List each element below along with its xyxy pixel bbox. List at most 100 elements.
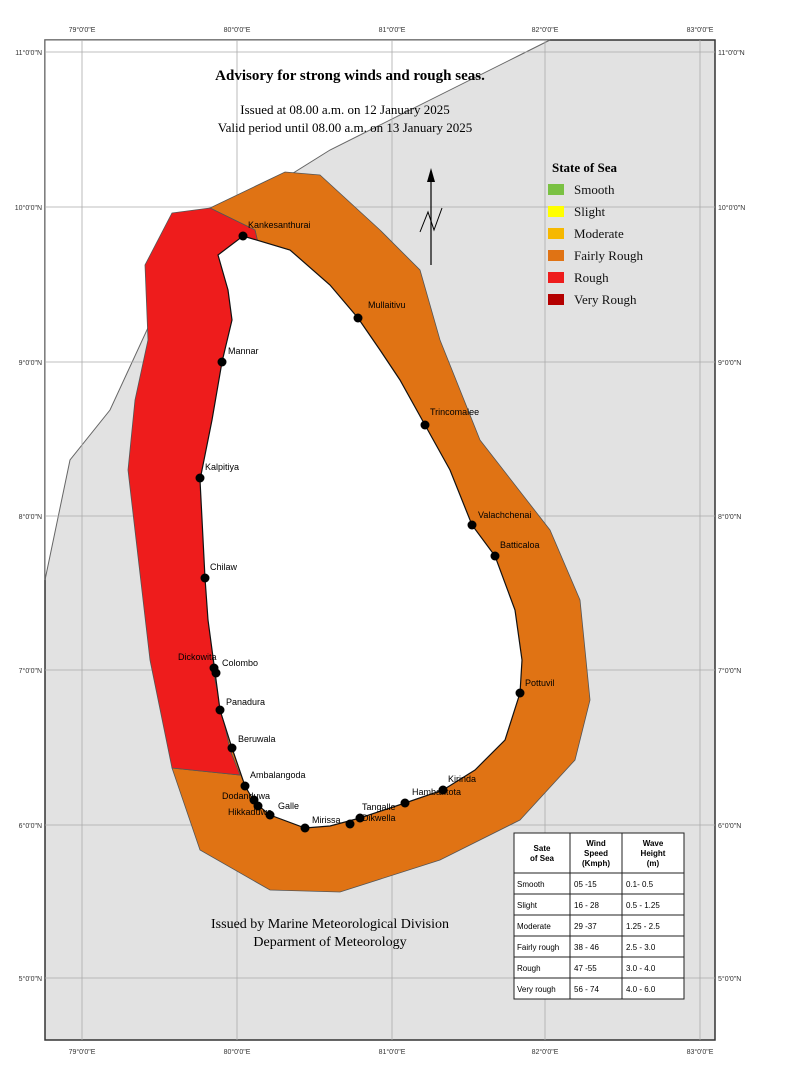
place-label: Kirinda (448, 774, 476, 784)
place-dot (420, 420, 430, 430)
place-label: Kankesanthurai (248, 220, 311, 230)
latitude-label: 8°0'0"N (19, 513, 42, 521)
place-dot (265, 810, 275, 820)
issued: Issued at 08.00 a.m. on 12 January 2025 (240, 102, 449, 117)
latitude-label: 9°0'0"N (718, 359, 741, 367)
place-label: Dikwella (362, 813, 396, 823)
valid: Valid period until 08.00 a.m. on 13 Janu… (218, 120, 473, 135)
places: Kankesanthurai Mullaitivu Mannar Trincomale… (178, 220, 555, 833)
place-dot (438, 785, 448, 795)
table-cell: 0.1- 0.5 (626, 880, 654, 889)
longitude-label: 80°0'0"E (224, 26, 251, 34)
longitude-label: 81°0'0"E (379, 1048, 406, 1056)
table-cell: 0.5 - 1.25 (626, 901, 660, 910)
north-arrow (419, 168, 443, 265)
longitude-label: 80°0'0"E (224, 1048, 251, 1056)
place-label: Galle (278, 801, 299, 811)
latitude-label: 7°0'0"N (718, 667, 741, 675)
table-cell: 2.5 - 3.0 (626, 943, 656, 952)
longitude-label: 82°0'0"E (532, 1048, 559, 1056)
place-label: Hambantota (412, 787, 461, 797)
table-cell: 29 -37 (574, 922, 597, 931)
table-header: Sate of Sea (530, 844, 555, 863)
title: Advisory for strong winds and rough seas… (215, 68, 485, 84)
place-label: Pottuvil (525, 678, 555, 688)
place-dot (227, 743, 237, 753)
table-cell: 56 - 74 (574, 985, 599, 994)
place-label: Trincomalee (430, 407, 479, 417)
place-dot (215, 705, 225, 715)
place-label: Chilaw (210, 562, 238, 572)
place-label: Mirissa (312, 815, 341, 825)
legend-swatch (548, 184, 564, 195)
place-dot (353, 313, 363, 323)
place-dot (211, 668, 221, 678)
table-cell: 05 -15 (574, 880, 597, 889)
place-label: Mullaitivu (368, 300, 406, 310)
table-cell: 16 - 28 (574, 901, 599, 910)
legend-swatch (548, 294, 564, 305)
table-cell: Smooth (517, 880, 545, 889)
longitude-label: 81°0'0"E (379, 26, 406, 34)
north-arrow-n (419, 207, 443, 233)
latitude-label: 8°0'0"N (718, 513, 741, 521)
longitude-label: 82°0'0"E (532, 26, 559, 34)
sea-state-table: Sate of Sea Wind Speed (Kmph) Wave Height (m) Sm… (513, 832, 685, 1000)
latitude-label: 5°0'0"N (718, 975, 741, 983)
table-cell: Fairly rough (517, 943, 559, 952)
latitude-label: 6°0'0"N (718, 822, 741, 830)
longitude-label: 83°0'0"E (687, 1048, 714, 1056)
table-header: Wave Height (m) (641, 839, 666, 868)
latitude-label: 11°0'0"N (15, 49, 42, 57)
legend-swatch (548, 206, 564, 217)
latitude-label: 9°0'0"N (19, 359, 42, 367)
footer-department: Deparment of Meteorology (253, 935, 406, 950)
latitude-label: 10°0'0"N (718, 204, 745, 212)
legend-label: Smooth (574, 182, 615, 197)
latitude-label: 7°0'0"N (19, 667, 42, 675)
longitude-label: 79°0'0"E (69, 1048, 96, 1056)
place-dot (490, 551, 500, 561)
table-cell: Very rough (517, 985, 556, 994)
table-cell: Rough (517, 964, 541, 973)
place-label: Tangalle (362, 802, 396, 812)
longitude-label: 83°0'0"E (687, 26, 714, 34)
latitude-label: 6°0'0"N (19, 822, 42, 830)
legend: Smooth Slight Moderate Fairly Rough Rough Ver… (548, 182, 643, 307)
legend-label: Fairly Rough (574, 248, 643, 263)
table-cell: 3.0 - 4.0 (626, 964, 656, 973)
place-label: Valachchenai (478, 510, 531, 520)
table-cell: 4.0 - 6.0 (626, 985, 656, 994)
place-label: Beruwala (238, 734, 276, 744)
table-cell: 38 - 46 (574, 943, 599, 952)
place-label: Mannar (228, 346, 259, 356)
north-arrow-head (427, 168, 435, 182)
place-label: Batticaloa (500, 540, 540, 550)
legend-label: Moderate (574, 226, 624, 241)
legend-title: State of Sea (552, 160, 617, 175)
place-dot (400, 798, 410, 808)
latitude-label: 11°0'0"N (718, 49, 745, 57)
table-header: Wind Speed (Kmph) (582, 839, 610, 868)
table-cell: 1.25 - 2.5 (626, 922, 660, 931)
latitude-label: 10°0'0"N (15, 204, 42, 212)
longitude-label: 79°0'0"E (69, 26, 96, 34)
place-label: Dickowita (178, 652, 217, 662)
footer-division: Issued by Marine Meteorological Division (211, 917, 449, 932)
place-label: Hikkaduwa (228, 807, 272, 817)
place-dot (200, 573, 210, 583)
place-label: Ambalangoda (250, 770, 306, 780)
place-dot (240, 781, 250, 791)
place-label: Kalpitiya (205, 462, 239, 472)
legend-label: Very Rough (574, 292, 637, 307)
place-dot (515, 688, 525, 698)
latitude-label: 5°0'0"N (19, 975, 42, 983)
table-cell: 47 -55 (574, 964, 597, 973)
legend-swatch (548, 228, 564, 239)
place-label: Dodanduwa (222, 791, 270, 801)
place-dot (238, 231, 248, 241)
table-cell: Slight (517, 901, 538, 910)
place-dot (467, 520, 477, 530)
place-dot (300, 823, 310, 833)
